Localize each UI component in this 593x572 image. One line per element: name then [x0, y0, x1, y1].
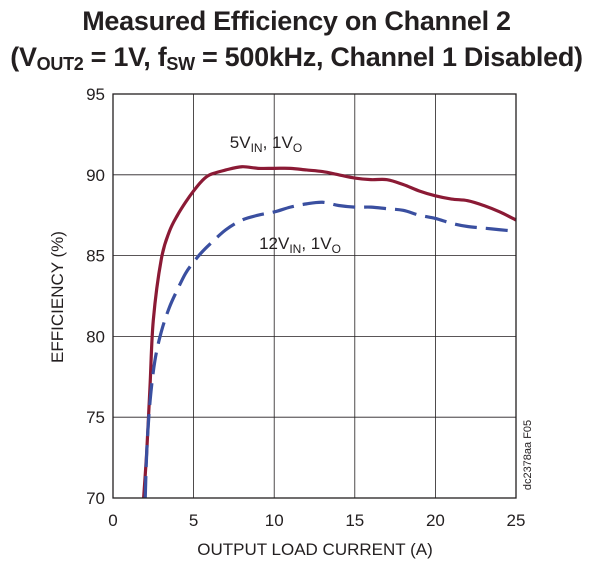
series-group [142, 165, 517, 499]
gridlines [113, 94, 516, 498]
series-label-5vin: 5VIN, 1VO [230, 133, 302, 155]
subtitle-vout-subscript: OUT2 [36, 54, 84, 74]
y-tick-label: 90 [86, 166, 105, 185]
x-tick-label: 25 [507, 511, 526, 530]
series-label-12vin-mid: , 1V [301, 234, 332, 253]
y-tick-label: 85 [86, 247, 105, 266]
series-label-5vin-sub1: IN [251, 141, 263, 155]
subtitle-close: = 500kHz, Channel 1 Disabled) [194, 42, 583, 72]
figure-code: dc2378aa F05 [522, 420, 534, 490]
subtitle-fsw-subscript: SW [166, 54, 195, 74]
x-tick-label: 5 [189, 511, 198, 530]
y-tick-label: 75 [86, 408, 105, 427]
series-label-12vin-sub2: O [332, 242, 341, 256]
series-label-5vin-sub2: O [293, 141, 302, 155]
chart-subtitle: (VOUT2 = 1V, fSW = 500kHz, Channel 1 Dis… [0, 42, 593, 73]
series-label-5vin-main: 5V [230, 133, 251, 152]
series-12vin-line [143, 200, 517, 499]
y-axis-label: EFFICIENCY (%) [48, 231, 67, 363]
series-label-12vin-sub1: IN [289, 242, 301, 256]
series-label-12vin-main: 12V [259, 234, 290, 253]
chart-title: Measured Efficiency on Channel 2 [82, 6, 511, 36]
x-tick-label: 20 [426, 511, 445, 530]
tick-labels: 0 5 10 15 20 25 70 75 80 85 90 95 [86, 85, 525, 530]
series-label-12vin: 12VIN, 1VO [259, 234, 341, 256]
x-tick-label: 0 [108, 511, 117, 530]
y-tick-label: 80 [86, 327, 105, 346]
x-tick-label: 10 [265, 511, 284, 530]
plot-frame [112, 93, 517, 499]
series-label-5vin-mid: , 1V [263, 133, 294, 152]
y-tick-label: 95 [86, 85, 105, 104]
subtitle-open: (V [10, 42, 37, 72]
subtitle-mid: = 1V, f [83, 42, 167, 72]
x-tick-label: 15 [345, 511, 364, 530]
y-tick-label: 70 [86, 489, 105, 508]
x-axis-label: OUTPUT LOAD CURRENT (A) [197, 540, 433, 559]
series-5vin-line [142, 165, 517, 499]
